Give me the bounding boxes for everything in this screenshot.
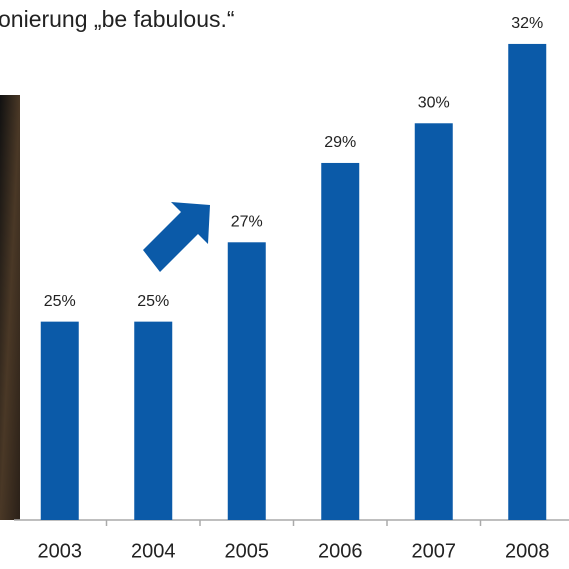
- value-label: 25%: [44, 293, 76, 310]
- x-tick-label: 2004: [131, 540, 176, 562]
- x-tick-label: 2008: [505, 540, 550, 562]
- bar: [227, 242, 266, 520]
- value-label: 27%: [231, 214, 263, 231]
- growth-arrow: [143, 202, 210, 272]
- slide-title: onierung „be fabulous.“: [0, 6, 235, 32]
- bar: [40, 321, 79, 520]
- value-label: 29%: [324, 134, 356, 151]
- value-label: 25%: [137, 293, 169, 310]
- bar: [321, 162, 360, 521]
- bar: [134, 321, 173, 520]
- value-label: 30%: [418, 94, 450, 111]
- x-tick-label: 2006: [318, 540, 363, 562]
- bar: [508, 43, 547, 521]
- x-tick-label: 2005: [225, 540, 270, 562]
- x-tick-label: 2003: [38, 540, 83, 562]
- value-label: 32%: [511, 15, 543, 32]
- bar: [414, 123, 453, 520]
- x-tick-label: 2007: [412, 540, 457, 562]
- photo-strip: [0, 95, 20, 520]
